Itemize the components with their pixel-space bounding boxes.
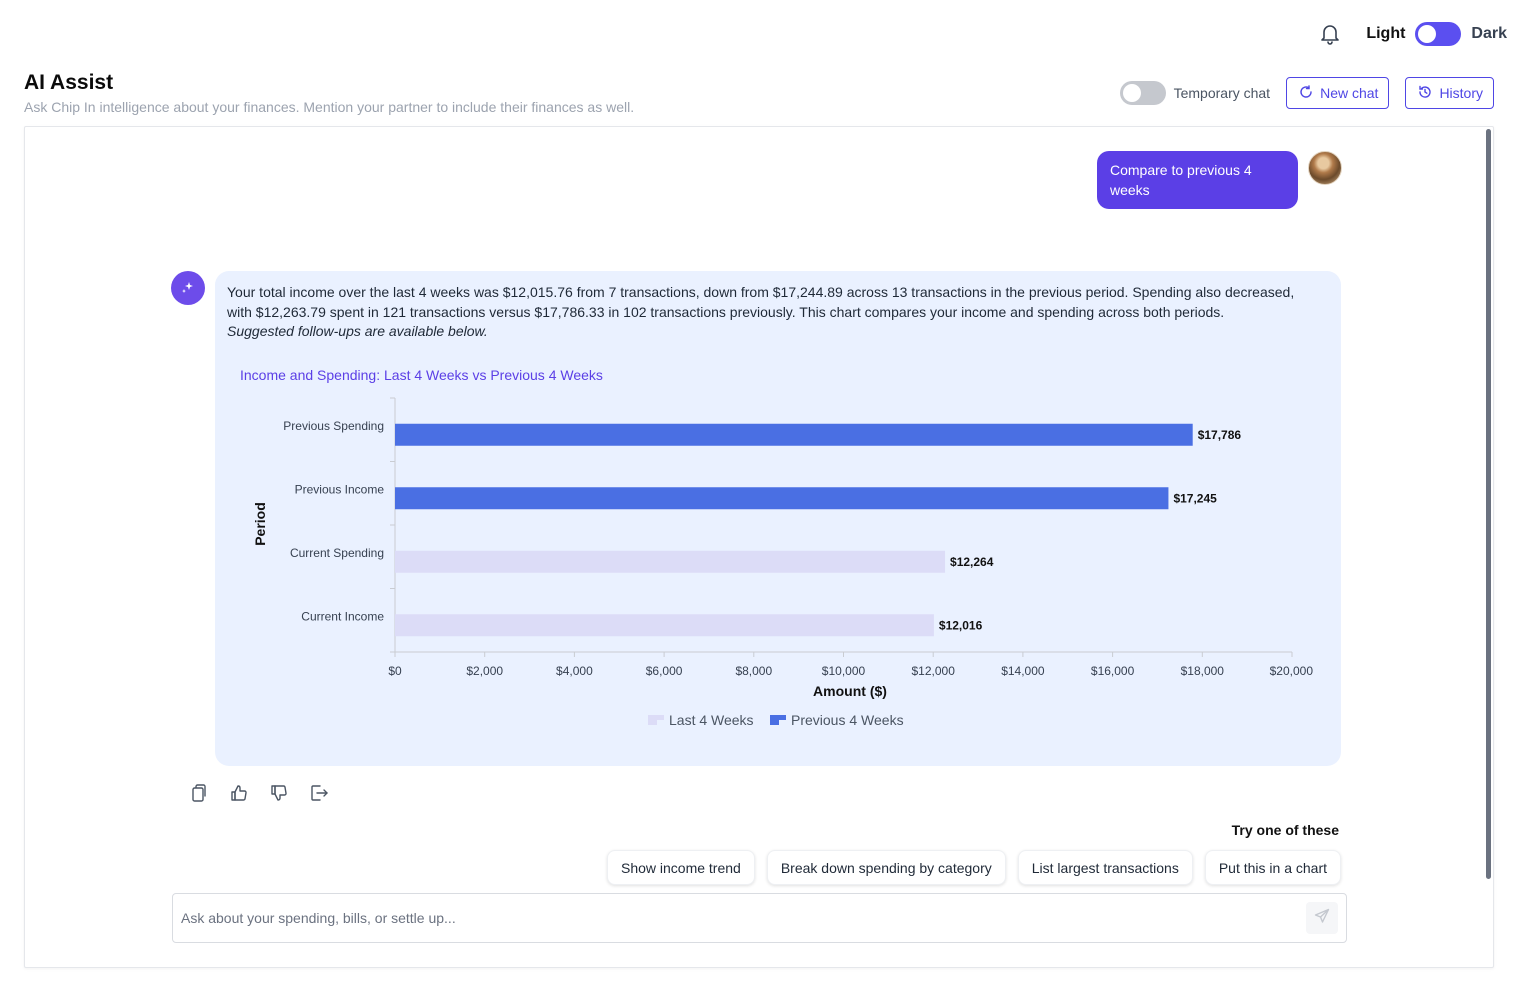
x-tick-label: $8,000 <box>735 664 772 678</box>
x-tick-label: $4,000 <box>556 664 593 678</box>
chart-value-labels: $17,786 $17,245 $12,264 $12,016 <box>939 428 1241 633</box>
category-label: Previous Income <box>295 482 385 496</box>
ai-followup-note: Suggested follow-ups are available below… <box>227 323 488 339</box>
temporary-chat-toggle[interactable] <box>1119 81 1166 105</box>
new-chat-button[interactable]: New chat <box>1286 77 1390 109</box>
suggestion-chip-spending-by-category[interactable]: Break down spending by category <box>766 850 1006 885</box>
suggestions-heading: Try one of these <box>1231 822 1339 838</box>
header-actions: Temporary chat New chat History <box>1119 77 1494 109</box>
legend-swatch-short <box>648 720 657 725</box>
chart-legend: Last 4 Weeks Previous 4 Weeks <box>648 712 904 728</box>
message-composer <box>172 893 1347 943</box>
legend-swatch <box>770 715 786 720</box>
temporary-chat-label: Temporary chat <box>1173 85 1271 101</box>
value-label: $17,245 <box>1173 491 1217 505</box>
ai-message-bubble: Your total income over the last 4 weeks … <box>215 271 1341 766</box>
thumbs-down-icon[interactable] <box>269 783 289 803</box>
send-icon <box>1314 908 1330 929</box>
sparkle-icon <box>171 271 205 305</box>
chat-scrollbar[interactable] <box>1486 129 1491 879</box>
bar-previous-income[interactable] <box>395 487 1169 510</box>
value-label: $12,016 <box>939 618 983 632</box>
chart-bars <box>395 423 1193 637</box>
bar-current-income[interactable] <box>395 614 934 637</box>
x-tick-label: $10,000 <box>822 664 866 678</box>
legend-swatch <box>648 715 664 720</box>
ai-message-text: Your total income over the last 4 weeks … <box>227 284 1295 320</box>
x-tick-label: $2,000 <box>466 664 503 678</box>
value-label: $12,264 <box>950 555 994 569</box>
thumbs-up-icon[interactable] <box>229 783 249 803</box>
chart-y-axis-label: Period <box>252 502 268 546</box>
x-tick-label: $12,000 <box>912 664 956 678</box>
new-chat-label: New chat <box>1320 85 1379 101</box>
chart-title: Income and Spending: Last 4 Weeks vs Pre… <box>240 367 603 383</box>
bar-previous-spending[interactable] <box>395 423 1193 446</box>
x-tick-label: $6,000 <box>646 664 683 678</box>
history-label: History <box>1439 85 1483 101</box>
temporary-chat-knob <box>1122 84 1141 102</box>
x-tick-label: $20,000 <box>1270 664 1314 678</box>
temporary-chat-control: Temporary chat <box>1119 81 1271 105</box>
share-icon[interactable] <box>309 783 329 803</box>
legend-swatch-short <box>770 720 779 725</box>
theme-toggle-knob <box>1418 25 1437 43</box>
chart-x-ticks: $0 $2,000 $4,000 $6,000 $8,000 $10,000 $12,000… <box>388 652 1313 678</box>
value-label: $17,786 <box>1198 428 1242 442</box>
message-actions <box>189 783 329 803</box>
suggestion-chip-income-trend[interactable]: Show income trend <box>606 850 755 885</box>
income-spending-chart: Previous Spending Previous Income Current … <box>252 397 1313 728</box>
theme-dark-label: Dark <box>1471 25 1507 42</box>
avatar <box>1308 151 1342 185</box>
legend-item-last-4-weeks[interactable]: Last 4 Weeks <box>648 712 754 728</box>
x-tick-label: $14,000 <box>1001 664 1045 678</box>
category-label: Current Income <box>301 609 384 623</box>
legend-label: Last 4 Weeks <box>669 712 754 728</box>
history-icon <box>1418 85 1432 102</box>
chart-x-axis-label: Amount ($) <box>813 683 887 699</box>
legend-label: Previous 4 Weeks <box>791 712 904 728</box>
refresh-icon <box>1299 84 1313 102</box>
suggestion-chips: Show income trend Break down spending by… <box>606 850 1341 885</box>
message-input[interactable] <box>181 910 1306 926</box>
x-tick-label: $0 <box>388 664 402 678</box>
chat-panel: Compare to previous 4 weeks Your total i… <box>24 126 1494 968</box>
page-subtitle: Ask Chip In intelligence about your fina… <box>24 99 635 115</box>
legend-item-previous-4-weeks[interactable]: Previous 4 Weeks <box>770 712 904 728</box>
bar-current-spending[interactable] <box>395 550 946 573</box>
x-tick-label: $16,000 <box>1091 664 1135 678</box>
page-title: AI Assist <box>24 71 114 94</box>
send-button[interactable] <box>1306 902 1338 934</box>
copy-icon[interactable] <box>189 783 209 803</box>
bell-icon[interactable] <box>1318 22 1342 46</box>
history-button[interactable]: History <box>1405 77 1494 109</box>
top-bar: Light Dark <box>1318 18 1507 50</box>
chart-category-labels: Previous Spending Previous Income Current … <box>283 419 384 624</box>
suggestion-chip-largest-transactions[interactable]: List largest transactions <box>1017 850 1193 885</box>
category-label: Previous Spending <box>283 419 384 433</box>
category-label: Current Spending <box>290 546 384 560</box>
suggestion-chip-put-in-chart[interactable]: Put this in a chart <box>1204 850 1341 885</box>
theme-light-label: Light <box>1366 25 1406 42</box>
user-message-bubble: Compare to previous 4 weeks <box>1097 151 1298 209</box>
x-tick-label: $18,000 <box>1181 664 1225 678</box>
theme-toggle[interactable] <box>1415 22 1462 46</box>
